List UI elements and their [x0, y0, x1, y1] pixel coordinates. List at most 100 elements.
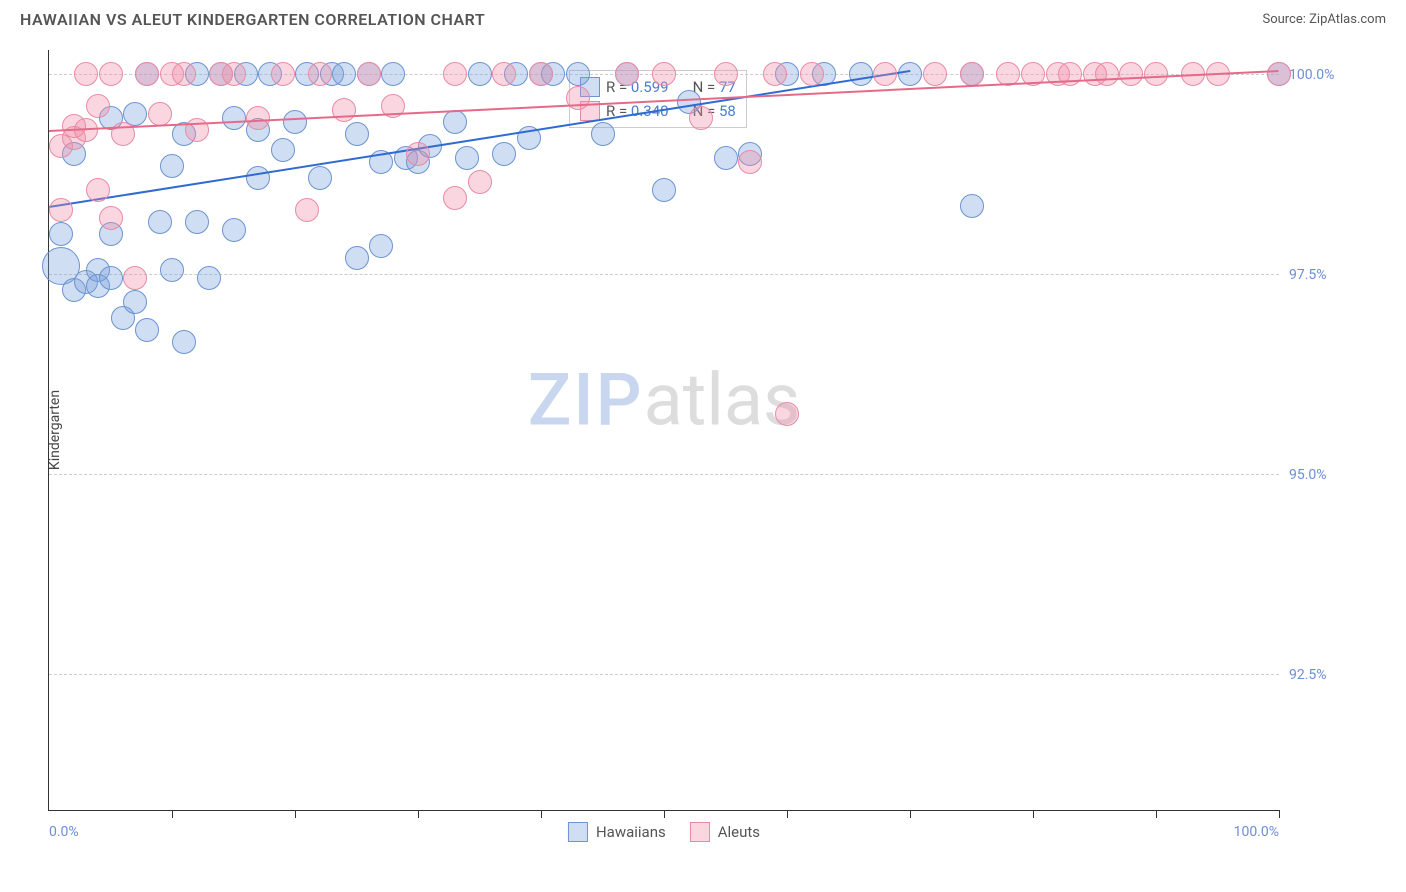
data-point — [308, 166, 332, 190]
legend-item: Hawaiians — [568, 822, 666, 842]
data-point — [172, 62, 196, 86]
data-point — [246, 166, 270, 190]
data-point — [800, 62, 824, 86]
x-tick — [787, 810, 788, 818]
data-point — [960, 194, 984, 218]
data-point — [468, 62, 492, 86]
data-point — [357, 62, 381, 86]
legend-label: Hawaiians — [596, 823, 666, 841]
data-point — [529, 62, 553, 86]
data-point — [308, 62, 332, 86]
data-point — [455, 146, 479, 170]
data-point — [345, 246, 369, 270]
data-point — [222, 106, 246, 130]
data-point — [123, 290, 147, 314]
data-point — [332, 98, 356, 122]
x-tick — [664, 810, 665, 818]
y-tick-label: 95.0% — [1289, 467, 1327, 483]
data-point — [898, 62, 922, 86]
data-point — [443, 62, 467, 86]
chart-title: HAWAIIAN VS ALEUT KINDERGARTEN CORRELATI… — [20, 10, 485, 29]
data-point — [74, 62, 98, 86]
chart-source: Source: ZipAtlas.com — [1262, 12, 1386, 27]
data-point — [185, 210, 209, 234]
data-point — [443, 186, 467, 210]
data-point — [738, 150, 762, 174]
gridline-h: 92.5% — [49, 674, 1279, 675]
x-tick — [172, 810, 173, 818]
data-point — [1267, 62, 1291, 86]
watermark-part2: atlas — [644, 357, 801, 442]
x-tick — [1156, 810, 1157, 818]
data-point — [763, 62, 787, 86]
x-axis-min-label: 0.0% — [49, 824, 79, 840]
legend-item: Aleuts — [690, 822, 760, 842]
data-point — [123, 266, 147, 290]
x-tick — [295, 810, 296, 818]
data-point — [443, 110, 467, 134]
data-point — [492, 62, 516, 86]
data-point — [468, 170, 492, 194]
data-point — [689, 106, 713, 130]
data-point — [652, 62, 676, 86]
data-point — [406, 142, 430, 166]
y-tick-label: 100.0% — [1289, 67, 1334, 83]
data-point — [923, 62, 947, 86]
data-point — [160, 258, 184, 282]
data-point — [345, 122, 369, 146]
data-point — [86, 178, 110, 202]
data-point — [49, 198, 73, 222]
legend-swatch — [690, 822, 710, 842]
data-point — [86, 94, 110, 118]
data-point — [652, 178, 676, 202]
data-point — [566, 62, 590, 86]
y-axis-title: Kindergarten — [47, 390, 63, 470]
data-point — [135, 62, 159, 86]
data-point — [160, 154, 184, 178]
data-point — [332, 62, 356, 86]
data-point — [135, 318, 159, 342]
data-point — [873, 62, 897, 86]
data-point — [381, 62, 405, 86]
x-axis-max-label: 100.0% — [1234, 824, 1279, 840]
data-point — [849, 62, 873, 86]
data-point — [615, 62, 639, 86]
y-tick-label: 97.5% — [1289, 267, 1327, 283]
gridline-h: 97.5% — [49, 274, 1279, 275]
y-tick-label: 92.5% — [1289, 667, 1327, 683]
x-tick — [541, 810, 542, 818]
data-point — [271, 138, 295, 162]
legend-swatch — [568, 822, 588, 842]
data-point — [148, 210, 172, 234]
data-point — [295, 198, 319, 222]
data-point — [172, 330, 196, 354]
scatter-chart: Kindergarten ZIPatlas 0.0% 100.0% R = 0.… — [48, 50, 1279, 811]
x-tick — [1279, 810, 1280, 818]
x-tick — [1033, 810, 1034, 818]
data-point — [222, 62, 246, 86]
data-point — [714, 62, 738, 86]
data-point — [246, 106, 270, 130]
x-tick — [418, 810, 419, 818]
data-point — [99, 266, 123, 290]
data-point — [148, 102, 172, 126]
watermark: ZIPatlas — [528, 357, 800, 442]
data-point — [1144, 62, 1168, 86]
series-legend: Hawaiians Aleuts — [568, 822, 760, 842]
gridline-h: 95.0% — [49, 474, 1279, 475]
data-point — [99, 62, 123, 86]
data-point — [492, 142, 516, 166]
data-point — [197, 266, 221, 290]
data-point — [1119, 62, 1143, 86]
data-point — [49, 222, 73, 246]
data-point — [775, 402, 799, 426]
data-point — [1095, 62, 1119, 86]
data-point — [283, 110, 307, 134]
data-point — [960, 62, 984, 86]
watermark-part1: ZIP — [528, 357, 644, 442]
legend-label: Aleuts — [718, 823, 760, 841]
data-point — [591, 122, 615, 146]
data-point — [271, 62, 295, 86]
chart-header: HAWAIIAN VS ALEUT KINDERGARTEN CORRELATI… — [0, 0, 1406, 35]
x-tick — [910, 810, 911, 818]
